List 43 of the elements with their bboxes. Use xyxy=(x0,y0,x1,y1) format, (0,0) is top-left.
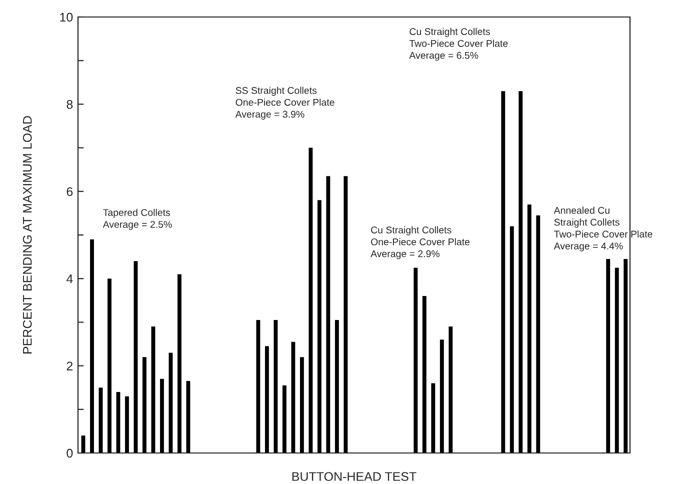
y-tick-label: 8 xyxy=(66,100,73,109)
bar xyxy=(440,340,444,453)
bar xyxy=(334,320,339,453)
bar xyxy=(108,278,112,453)
bar xyxy=(624,258,628,453)
annotation: SS Straight Collets One-Piece Cover Plate Average = 3.9% xyxy=(235,86,334,120)
annotation: Cu Straight Collets One-Piece Cover Plate Average = 2.9% xyxy=(370,226,470,260)
bar xyxy=(614,268,619,453)
bar xyxy=(274,320,278,453)
y-axis-title: PERCENT BENDING AT MAXIMUM LOAD xyxy=(22,116,32,354)
bar xyxy=(256,320,260,453)
y-tick-label: 0 xyxy=(66,448,73,458)
bar xyxy=(414,268,418,453)
bar xyxy=(326,176,330,453)
bar xyxy=(264,346,269,453)
bar xyxy=(448,326,453,453)
bar xyxy=(142,357,146,453)
bar xyxy=(160,378,164,453)
bar xyxy=(317,200,322,453)
y-tick-label: 2 xyxy=(66,362,73,370)
bar xyxy=(510,226,514,453)
x-axis-title: BUTTON-HEAD TEST xyxy=(292,472,416,481)
bar xyxy=(178,274,182,453)
bar xyxy=(606,258,610,453)
bar xyxy=(344,176,348,453)
bar xyxy=(300,357,304,453)
bar xyxy=(282,385,286,453)
bar xyxy=(527,204,532,453)
bar xyxy=(431,383,436,453)
bar xyxy=(518,91,523,453)
bar xyxy=(422,296,426,453)
annotation: Cu Straight Collets Two-Piece Cover Plate Average = 6.5% xyxy=(409,28,508,61)
y-tick-label: 6 xyxy=(66,187,73,196)
bar xyxy=(291,342,296,453)
annotation: Annealed Cu Straight Collets Two-Piece Cover Plate Average = 4.4% xyxy=(554,206,652,252)
annotation: Tapered Collets Average = 2.5% xyxy=(102,208,172,230)
bar xyxy=(536,215,540,453)
y-tick-label: 10 xyxy=(60,12,73,22)
bar xyxy=(90,239,94,453)
bar xyxy=(125,396,129,453)
bar xyxy=(308,148,313,453)
y-tick-label: 4 xyxy=(66,274,73,284)
bar xyxy=(501,91,506,453)
